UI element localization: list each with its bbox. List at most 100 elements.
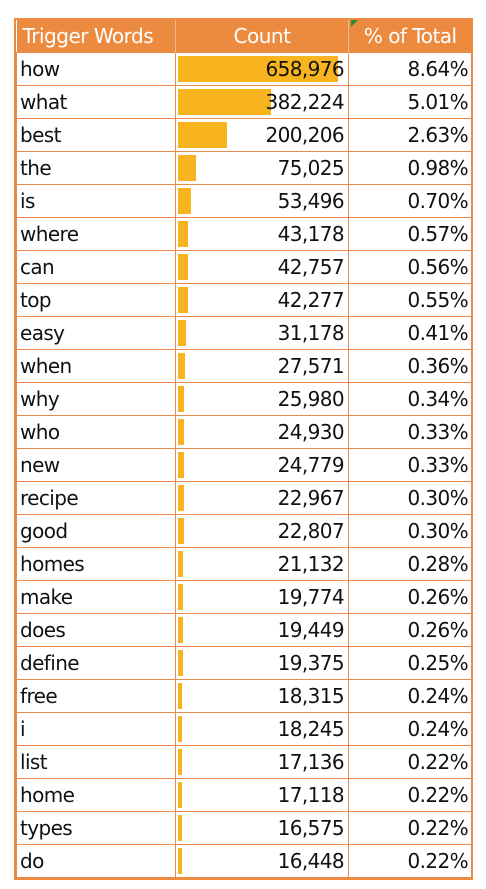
cell-trigger-word[interactable]: can	[16, 250, 176, 284]
cell-percent-of-total[interactable]: 0.26%	[348, 613, 472, 647]
cell-percent-of-total[interactable]: 0.22%	[348, 844, 472, 878]
header-trigger-words[interactable]: Trigger Words	[16, 20, 176, 53]
cell-percent-of-total[interactable]: 0.55%	[348, 283, 472, 317]
cell-percent-of-total[interactable]: 0.24%	[348, 712, 472, 746]
header-count[interactable]: Count	[175, 20, 349, 53]
cell-count[interactable]: 25,980	[175, 382, 349, 416]
data-bar	[178, 155, 196, 181]
table-row: where 43,178 0.57%	[16, 217, 472, 251]
cell-count[interactable]: 19,774	[175, 580, 349, 614]
cell-count[interactable]: 19,449	[175, 613, 349, 647]
cell-percent-of-total[interactable]: 2.63%	[348, 118, 472, 152]
cell-count[interactable]: 17,118	[175, 778, 349, 812]
cell-count[interactable]: 27,571	[175, 349, 349, 383]
trigger-words-table: Trigger Words Count % of Total how 658,97…	[16, 20, 472, 878]
cell-trigger-word[interactable]: what	[16, 85, 176, 119]
cell-percent-of-total[interactable]: 0.57%	[348, 217, 472, 251]
cell-trigger-word[interactable]: new	[16, 448, 176, 482]
cell-count[interactable]: 42,277	[175, 283, 349, 317]
cell-percent-of-total[interactable]: 0.30%	[348, 514, 472, 548]
table-row: why 25,980 0.34%	[16, 382, 472, 416]
cell-trigger-word[interactable]: define	[16, 646, 176, 680]
cell-trigger-word[interactable]: list	[16, 745, 176, 779]
cell-trigger-word[interactable]: the	[16, 151, 176, 185]
cell-trigger-word[interactable]: recipe	[16, 481, 176, 515]
cell-count[interactable]: 18,245	[175, 712, 349, 746]
data-bar	[178, 452, 184, 478]
cell-trigger-word[interactable]: i	[16, 712, 176, 746]
count-value: 382,224	[265, 90, 344, 114]
cell-percent-of-total[interactable]: 0.36%	[348, 349, 472, 383]
cell-percent-of-total[interactable]: 0.56%	[348, 250, 472, 284]
data-bar	[178, 89, 271, 115]
cell-percent-of-total[interactable]: 0.26%	[348, 580, 472, 614]
cell-count[interactable]: 200,206	[175, 118, 349, 152]
trigger-words-table-container: Trigger Words Count % of Total how 658,97…	[14, 18, 473, 880]
count-value: 16,575	[277, 816, 345, 840]
cell-count[interactable]: 658,976	[175, 52, 349, 86]
cell-count[interactable]: 16,448	[175, 844, 349, 878]
cell-count[interactable]: 382,224	[175, 85, 349, 119]
cell-trigger-word[interactable]: when	[16, 349, 176, 383]
cell-percent-of-total[interactable]: 0.22%	[348, 778, 472, 812]
table-row: do 16,448 0.22%	[16, 844, 472, 878]
data-bar	[178, 254, 188, 280]
cell-count[interactable]: 16,575	[175, 811, 349, 845]
count-value: 24,779	[277, 453, 345, 477]
cell-count[interactable]: 21,132	[175, 547, 349, 581]
cell-count[interactable]: 42,757	[175, 250, 349, 284]
cell-count[interactable]: 43,178	[175, 217, 349, 251]
cell-count[interactable]: 24,779	[175, 448, 349, 482]
cell-count[interactable]: 22,967	[175, 481, 349, 515]
cell-percent-of-total[interactable]: 0.33%	[348, 448, 472, 482]
cell-percent-of-total[interactable]: 0.25%	[348, 646, 472, 680]
cell-percent-of-total[interactable]: 0.34%	[348, 382, 472, 416]
cell-count[interactable]: 75,025	[175, 151, 349, 185]
cell-count[interactable]: 17,136	[175, 745, 349, 779]
cell-trigger-word[interactable]: make	[16, 580, 176, 614]
cell-percent-of-total[interactable]: 0.22%	[348, 745, 472, 779]
data-bar	[178, 56, 338, 82]
header-percent-of-total[interactable]: % of Total	[348, 20, 472, 53]
cell-percent-of-total[interactable]: 0.22%	[348, 811, 472, 845]
cell-count[interactable]: 18,315	[175, 679, 349, 713]
cell-percent-of-total[interactable]: 8.64%	[348, 52, 472, 86]
count-value: 16,448	[277, 849, 345, 873]
cell-trigger-word[interactable]: free	[16, 679, 176, 713]
cell-count[interactable]: 31,178	[175, 316, 349, 350]
cell-percent-of-total[interactable]: 0.70%	[348, 184, 472, 218]
cell-trigger-word[interactable]: top	[16, 283, 176, 317]
data-bar	[178, 419, 184, 445]
cell-trigger-word[interactable]: how	[16, 52, 176, 86]
cell-trigger-word[interactable]: do	[16, 844, 176, 878]
cell-trigger-word[interactable]: types	[16, 811, 176, 845]
cell-trigger-word[interactable]: is	[16, 184, 176, 218]
table-row: new 24,779 0.33%	[16, 448, 472, 482]
cell-trigger-word[interactable]: homes	[16, 547, 176, 581]
cell-percent-of-total[interactable]: 0.28%	[348, 547, 472, 581]
table-body: how 658,976 8.64% what 382,224 5.01% best 200,2…	[16, 52, 472, 878]
count-value: 75,025	[277, 156, 345, 180]
cell-trigger-word[interactable]: who	[16, 415, 176, 449]
cell-trigger-word[interactable]: best	[16, 118, 176, 152]
cell-count[interactable]: 24,930	[175, 415, 349, 449]
cell-trigger-word[interactable]: easy	[16, 316, 176, 350]
cell-trigger-word[interactable]: why	[16, 382, 176, 416]
cell-trigger-word[interactable]: good	[16, 514, 176, 548]
table-row: homes 21,132 0.28%	[16, 547, 472, 581]
cell-trigger-word[interactable]: where	[16, 217, 176, 251]
data-bar	[178, 584, 183, 610]
data-bar	[178, 353, 185, 379]
cell-count[interactable]: 19,375	[175, 646, 349, 680]
cell-percent-of-total[interactable]: 0.24%	[348, 679, 472, 713]
cell-percent-of-total[interactable]: 0.41%	[348, 316, 472, 350]
cell-trigger-word[interactable]: home	[16, 778, 176, 812]
count-value: 19,774	[277, 585, 345, 609]
cell-trigger-word[interactable]: does	[16, 613, 176, 647]
cell-percent-of-total[interactable]: 0.98%	[348, 151, 472, 185]
cell-count[interactable]: 53,496	[175, 184, 349, 218]
cell-count[interactable]: 22,807	[175, 514, 349, 548]
cell-percent-of-total[interactable]: 0.30%	[348, 481, 472, 515]
cell-percent-of-total[interactable]: 5.01%	[348, 85, 472, 119]
cell-percent-of-total[interactable]: 0.33%	[348, 415, 472, 449]
